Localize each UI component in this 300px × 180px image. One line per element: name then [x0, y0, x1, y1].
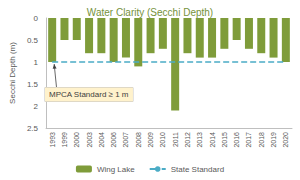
- svg-text:2019: 2019: [270, 132, 277, 148]
- svg-text:2015: 2015: [221, 132, 228, 148]
- svg-text:2: 2: [34, 102, 39, 111]
- svg-text:1999: 1999: [61, 132, 68, 148]
- svg-text:State Standard: State Standard: [171, 165, 224, 174]
- svg-text:MPCA Standard ≥ 1 m: MPCA Standard ≥ 1 m: [49, 90, 129, 99]
- svg-text:2.5: 2.5: [27, 124, 39, 133]
- svg-text:2011: 2011: [172, 132, 179, 147]
- svg-text:2018: 2018: [258, 132, 265, 148]
- svg-text:2016: 2016: [233, 132, 240, 148]
- svg-text:2007: 2007: [122, 132, 129, 148]
- svg-text:2004: 2004: [98, 132, 105, 148]
- svg-text:2012: 2012: [184, 132, 191, 148]
- svg-text:2006: 2006: [110, 132, 117, 148]
- svg-text:1993: 1993: [49, 132, 56, 148]
- svg-text:2010: 2010: [159, 132, 166, 148]
- svg-text:1: 1: [34, 58, 39, 67]
- svg-text:Wing Lake: Wing Lake: [97, 165, 135, 174]
- svg-text:1.5: 1.5: [27, 80, 39, 89]
- svg-text:2020: 2020: [282, 132, 289, 148]
- svg-text:2014: 2014: [209, 132, 216, 148]
- svg-text:2003: 2003: [86, 132, 93, 148]
- svg-text:2000: 2000: [73, 132, 80, 148]
- svg-text:2009: 2009: [147, 132, 154, 148]
- svg-text:2017: 2017: [245, 132, 252, 148]
- svg-text:Secchi Depth (m): Secchi Depth (m): [8, 42, 17, 104]
- svg-text:0: 0: [34, 14, 39, 23]
- svg-text:2008: 2008: [135, 132, 142, 148]
- svg-text:Water Clarity (Secchi Depth): Water Clarity (Secchi Depth): [87, 7, 213, 18]
- svg-text:2013: 2013: [196, 132, 203, 148]
- svg-text:0.5: 0.5: [27, 36, 39, 45]
